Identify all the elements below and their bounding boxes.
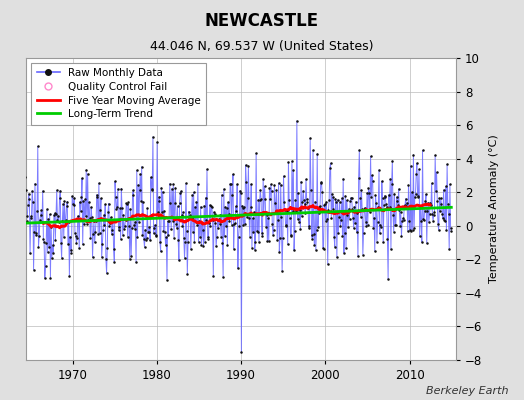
Legend: Raw Monthly Data, Quality Control Fail, Five Year Moving Average, Long-Term Tren: Raw Monthly Data, Quality Control Fail, … [31,63,206,124]
Text: 44.046 N, 69.537 W (United States): 44.046 N, 69.537 W (United States) [150,40,374,53]
Text: NEWCASTLE: NEWCASTLE [205,12,319,30]
Y-axis label: Temperature Anomaly (°C): Temperature Anomaly (°C) [489,135,499,283]
Text: Berkeley Earth: Berkeley Earth [426,386,508,396]
